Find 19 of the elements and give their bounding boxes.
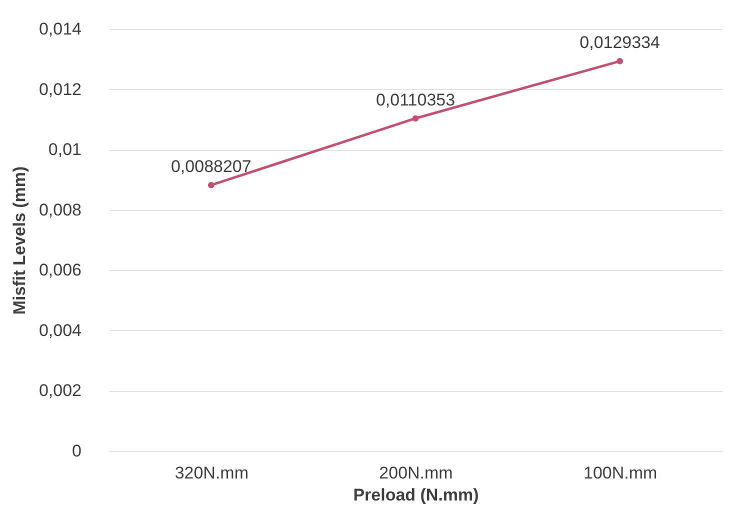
point xyxy=(412,115,419,122)
x-axis-title: Preload (N.mm) xyxy=(353,486,479,504)
x-tick-label: 320N.mm xyxy=(174,464,249,482)
y-tick-label: 0,002 xyxy=(38,381,82,400)
y-tick-label: 0,01 xyxy=(48,140,82,160)
data-label: 0,0110353 xyxy=(376,90,456,110)
data-label: 0,0129334 xyxy=(580,33,660,52)
x-tick-label: 100N.mm xyxy=(583,464,658,482)
point xyxy=(208,182,214,188)
y-tick-label: 0 xyxy=(72,442,82,460)
point xyxy=(616,58,623,64)
y-tick-label: 0,006 xyxy=(38,260,82,280)
y-tick-label: 0,004 xyxy=(38,320,82,340)
y-tick-label: 0,012 xyxy=(38,80,82,99)
y-tick-label: 0,014 xyxy=(38,20,82,38)
x-tick-label: 200N.mm xyxy=(379,464,453,482)
data-label: 0,0088207 xyxy=(170,157,252,176)
y-tick-label: 0,008 xyxy=(38,200,82,220)
y-axis-title: Misfit Levels (mm) xyxy=(10,166,29,315)
